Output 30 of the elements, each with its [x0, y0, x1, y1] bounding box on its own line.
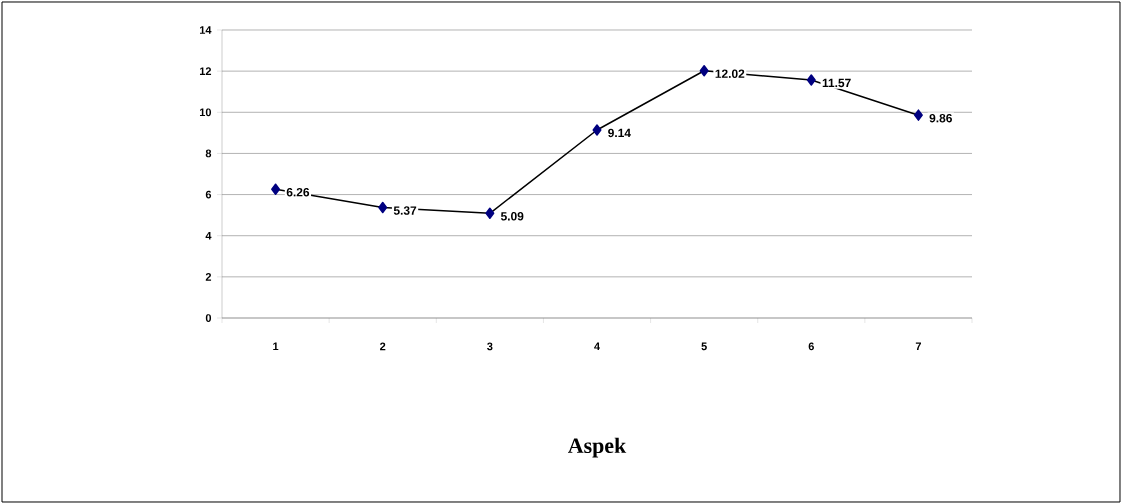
x-tick-label: 5	[701, 342, 707, 351]
point	[806, 74, 816, 86]
data-label: 6.26	[286, 187, 310, 197]
point	[485, 207, 495, 220]
point	[913, 109, 923, 121]
x-tick-label: 2	[380, 342, 386, 351]
x-tick-label: 7	[915, 342, 921, 351]
y-tick-label: 6	[205, 190, 212, 199]
y-tick-label: 12	[199, 67, 212, 75]
point	[592, 124, 602, 136]
point	[378, 201, 388, 214]
y-tick-label: 14	[199, 26, 212, 34]
x-tick-label: 6	[808, 342, 814, 351]
data-label: 5.37	[393, 206, 417, 215]
data-label: 9.86	[929, 113, 952, 123]
x-tick-label: 4	[594, 342, 600, 351]
point	[271, 183, 281, 195]
x-axis-title: Aspek	[568, 437, 627, 458]
data-label: 9.14	[608, 128, 631, 138]
x-tick-label: 1	[273, 342, 279, 351]
data-label: 5.09	[500, 212, 524, 221]
y-tick-label: 10	[199, 108, 212, 117]
data-label: 11.57	[822, 78, 851, 88]
y-tick-label: 8	[205, 149, 212, 158]
y-tick-label: 4	[205, 231, 212, 240]
y-tick-label: 0	[205, 314, 212, 322]
x-tick-label: 3	[487, 342, 493, 351]
data-label: 12.02	[715, 69, 745, 78]
y-tick-label: 2	[205, 273, 212, 281]
point	[699, 64, 709, 77]
